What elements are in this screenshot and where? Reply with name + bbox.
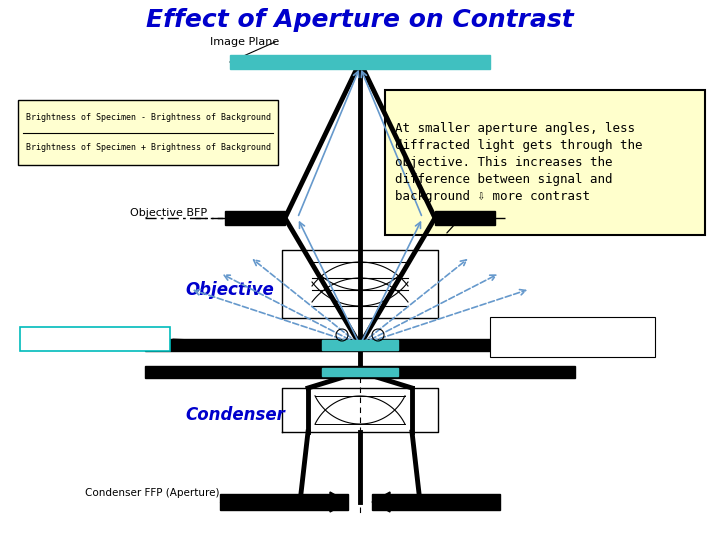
Text: At smaller aperture angles, less
diffracted light gets through the
objective. Th: At smaller aperture angles, less diffrac…: [395, 122, 642, 203]
Bar: [435, 211, 495, 225]
Bar: [145, 366, 575, 378]
Bar: [18, 100, 278, 165]
Text: Brightness of Specimen + Brightness of Background: Brightness of Specimen + Brightness of B…: [25, 143, 271, 152]
Polygon shape: [372, 492, 390, 512]
Text: Effect of Aperture on Contrast: Effect of Aperture on Contrast: [146, 8, 574, 32]
Bar: [220, 494, 348, 510]
Bar: [20, 327, 170, 351]
Text: Condenser FFP (Aperture): Condenser FFP (Aperture): [85, 488, 220, 498]
Text: Brightness of Specimen - Brightness of Background: Brightness of Specimen - Brightness of B…: [25, 113, 271, 123]
Text: Image Plane: Image Plane: [210, 37, 279, 47]
Text: Scattering specimen: Scattering specimen: [41, 334, 149, 344]
Bar: [230, 55, 490, 69]
Text: Objective BFP: Objective BFP: [130, 208, 207, 218]
Bar: [490, 317, 655, 357]
Polygon shape: [330, 492, 348, 512]
Bar: [322, 340, 398, 350]
Bar: [145, 339, 575, 351]
Bar: [385, 90, 705, 235]
Bar: [225, 211, 285, 225]
Text: Objective: Objective: [186, 281, 274, 299]
Text: Large scattering angles
miss the objective: Large scattering angles miss the objecti…: [511, 326, 634, 348]
Bar: [322, 368, 398, 376]
Text: Condenser: Condenser: [185, 406, 285, 424]
Bar: [372, 494, 500, 510]
